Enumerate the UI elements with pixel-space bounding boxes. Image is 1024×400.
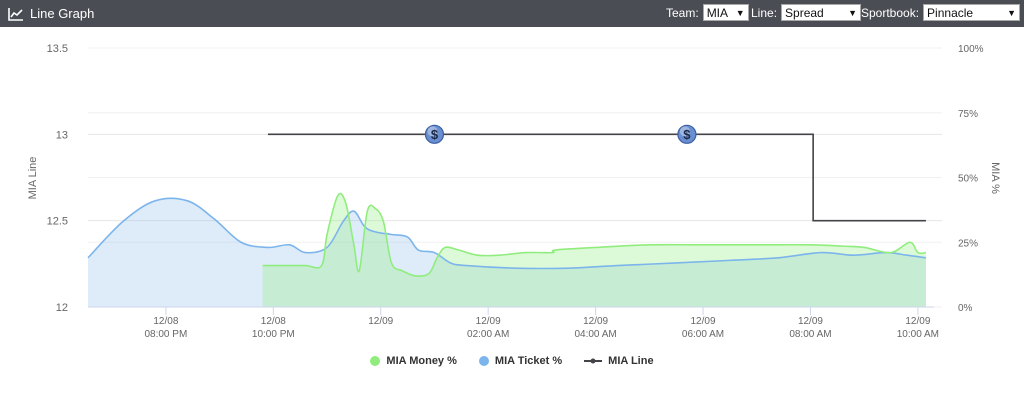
x-tick-date: 12/08 — [261, 316, 286, 327]
x-tick-date: 12/09 — [368, 316, 393, 327]
x-tick-time: 04:00 AM — [574, 329, 616, 340]
legend-item-line[interactable]: MIA Line — [584, 355, 654, 367]
chevron-down-icon: ▼ — [1007, 7, 1017, 18]
dollar-marker-shine — [679, 126, 690, 137]
legend-money-label: MIA Money % — [386, 355, 457, 367]
sportsbook-select-value: Pinnacle — [927, 5, 974, 20]
x-tick-time: 08:00 PM — [144, 329, 187, 340]
y-tick-label: 13 — [56, 129, 68, 141]
mia-moneyarea — [262, 193, 926, 307]
dollar-marker: $ — [424, 124, 445, 144]
x-tick-time: 02:00 AM — [467, 329, 509, 340]
x-tick-date: 12/09 — [583, 316, 608, 327]
chevron-down-icon: ▼ — [848, 7, 858, 18]
sportsbook-select[interactable]: Pinnacle ▼ — [923, 4, 1021, 21]
dollar-marker-circle — [424, 124, 445, 144]
mia-ticketarea — [88, 198, 926, 307]
line-graph-chart: 13.5 13 12.5 12 100% 75% 50% 25% 0% 12/08 08:00 PM… — [27, 43, 1001, 340]
team-select-value: MIA — [706, 5, 729, 20]
team-label: Team: — [666, 5, 699, 20]
team-control: Team: MIA ▼ — [666, 4, 749, 21]
x-tick-date: 12/09 — [798, 316, 823, 327]
team-select[interactable]: MIA ▼ — [702, 4, 749, 21]
line-select[interactable]: Spread ▼ — [781, 4, 862, 21]
y-axis-title: MIA Line — [27, 157, 39, 200]
chevron-down-icon: ▼ — [735, 7, 745, 18]
dollar-marker-shine — [427, 126, 438, 137]
chart-markers: $ $ — [424, 124, 697, 144]
chart-axes: 13.5 13 12.5 12 100% 75% 50% 25% 0% 12/08 08:00 PM… — [47, 43, 984, 340]
y-tick-label: 12.5 — [47, 216, 68, 228]
dollar-marker-circle — [677, 124, 697, 144]
chart-header: Line Graph Team: MIA ▼ Line: Spread ▼ Sp… — [0, 0, 1024, 27]
legend-ticket-label: MIA Ticket % — [494, 355, 563, 367]
x-tick-date: 12/09 — [476, 316, 501, 327]
x-tick-date: 12/09 — [905, 316, 930, 327]
chart-lines — [87, 133, 927, 277]
chart-title-text: Line Graph — [30, 6, 95, 21]
x-tick-date: 12/08 — [153, 316, 178, 327]
line-chart-icon — [8, 7, 23, 21]
mia-ticketline — [87, 197, 927, 270]
dollar-marker-symbol: $ — [431, 127, 439, 142]
line-label: Line: — [751, 5, 778, 20]
legend-line-label: MIA Line — [608, 355, 654, 367]
y-tick-label: 13.5 — [47, 43, 68, 55]
chart-areas — [88, 193, 926, 307]
mia-line-series — [267, 133, 926, 222]
y2-tick-label: 25% — [958, 238, 978, 249]
chart-title: Line Graph — [8, 6, 94, 21]
legend-line-swatch — [584, 358, 603, 364]
y-tick-label: 12 — [56, 302, 68, 314]
line-select-value: Spread — [785, 5, 824, 20]
legend-item-money[interactable]: MIA Money % — [370, 355, 457, 367]
y2-tick-label: 100% — [958, 44, 984, 55]
x-tick-time: 10:00 AM — [897, 329, 939, 340]
y2-tick-label: 0% — [958, 303, 973, 314]
legend-ticket-swatch — [478, 356, 489, 366]
line-control: Line: Spread ▼ — [751, 4, 862, 21]
legend-money-swatch — [370, 356, 381, 366]
x-tick-time: 08:00 AM — [789, 329, 831, 340]
y2-tick-label: 75% — [958, 109, 978, 120]
sportsbook-label: Sportbook: — [861, 5, 920, 20]
x-tick-time: 06:00 AM — [682, 329, 724, 340]
legend-item-ticket[interactable]: MIA Ticket % — [478, 355, 563, 367]
x-tick-date: 12/09 — [691, 316, 716, 327]
mia-moneyline — [262, 192, 927, 277]
dollar-marker-symbol: $ — [683, 127, 691, 142]
dollar-marker: $ — [677, 124, 697, 144]
y2-tick-label: 50% — [958, 174, 978, 185]
x-tick-time: 10:00 PM — [252, 329, 295, 340]
chart-legend: MIA Money % MIA Ticket % MIA Line — [0, 355, 1024, 367]
sportsbook-control: Sportbook: Pinnacle ▼ — [861, 4, 1021, 21]
y2-axis-title: MIA % — [989, 162, 1001, 194]
